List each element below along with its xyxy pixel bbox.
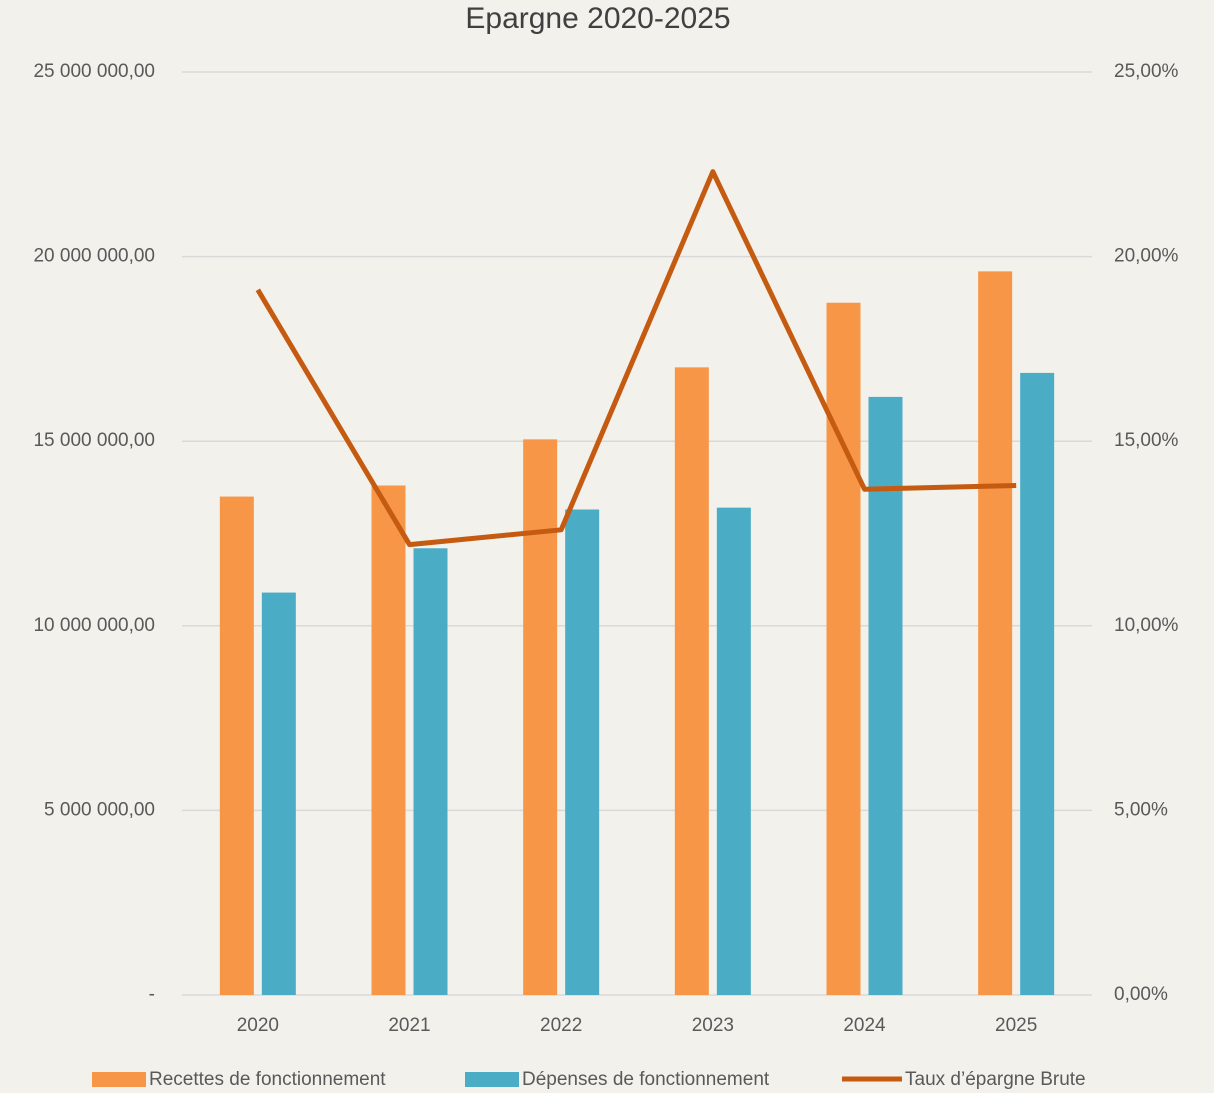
- y-tick-label: 20 000 000,00: [33, 246, 155, 267]
- x-tick-label: 2020: [237, 1015, 279, 1036]
- legend-label: Dépenses de fonctionnement: [522, 1069, 770, 1090]
- legend-key: [465, 1072, 519, 1087]
- legend-label: Recettes de fonctionnement: [149, 1069, 386, 1090]
- x-tick-label: 2022: [540, 1015, 582, 1036]
- bar: [219, 496, 254, 995]
- bar: [565, 509, 600, 995]
- x-tick-label: 2024: [843, 1015, 886, 1036]
- bar: [371, 485, 406, 995]
- y2-tick-label: 15,00%: [1114, 430, 1179, 451]
- bar: [868, 396, 903, 995]
- y2-tick-label: 5,00%: [1114, 799, 1168, 820]
- bar: [674, 367, 709, 995]
- line: [255, 169, 1017, 548]
- bar: [261, 592, 296, 995]
- bar: [1020, 372, 1055, 995]
- bar: [523, 439, 558, 995]
- bar: [413, 548, 448, 995]
- chart-title: Epargne 2020-2025: [465, 2, 730, 35]
- y-tick-label: 25 000 000,00: [33, 61, 155, 82]
- x-tick-label: 2025: [995, 1015, 1037, 1036]
- bar: [978, 271, 1013, 995]
- legend-key: [92, 1072, 146, 1087]
- y2-tick-label: 20,00%: [1114, 246, 1179, 267]
- x-tick-label: 2021: [388, 1015, 430, 1036]
- y2-tick-label: 10,00%: [1114, 615, 1179, 636]
- y-tick-label: 5 000 000,00: [44, 799, 155, 820]
- y2-tick-label: 25,00%: [1114, 61, 1179, 82]
- y-tick-label: -: [149, 984, 155, 1005]
- x-tick-label: 2023: [692, 1015, 734, 1036]
- y-tick-label: 15 000 000,00: [33, 430, 155, 451]
- bar: [716, 507, 751, 995]
- bar: [826, 302, 861, 995]
- legend-label: Taux d’épargne Brute: [905, 1069, 1086, 1090]
- y2-tick-label: 0,00%: [1114, 984, 1168, 1005]
- y-tick-label: 10 000 000,00: [33, 615, 155, 636]
